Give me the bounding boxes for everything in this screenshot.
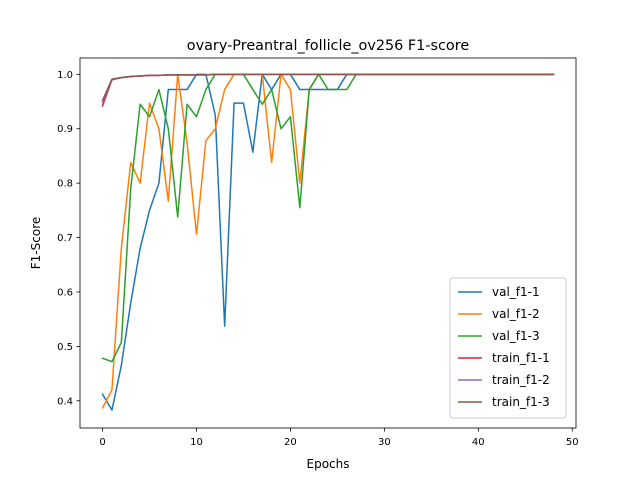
x-axis: 0 10 20 30 40 50 [99, 428, 579, 448]
y-tick-label: 0.6 [57, 287, 73, 298]
legend: val_f1-1 val_f1-2 val_f1-3 train_f1-1 train_… [449, 277, 567, 419]
legend-label-train_f1-1: train_f1-1 [492, 351, 550, 365]
y-axis-label: F1-Score [29, 217, 43, 269]
series-layer [101, 73, 555, 411]
y-tick-label: 0.7 [57, 233, 73, 244]
x-tick-label: 20 [284, 437, 297, 448]
y-tick-label: 1.0 [57, 70, 73, 81]
y-tick-label: 0.4 [57, 396, 73, 407]
y-tick-label: 0.9 [57, 124, 73, 135]
x-tick-label: 50 [566, 437, 579, 448]
legend-label-val_f1-2: val_f1-2 [492, 307, 540, 321]
x-tick-label: 40 [472, 437, 485, 448]
plot-frame [79, 57, 577, 429]
legend-box [449, 277, 567, 419]
legend-label-train_f1-2: train_f1-2 [492, 373, 550, 387]
series-line-train_f1-3 [101, 73, 555, 102]
x-axis-label: Epochs [307, 457, 350, 471]
y-tick-label: 0.5 [57, 342, 73, 353]
plot-area [101, 73, 555, 411]
legend-label-val_f1-1: val_f1-1 [492, 285, 540, 299]
x-tick-label: 10 [190, 437, 203, 448]
x-tick-label: 0 [99, 437, 105, 448]
legend-label-val_f1-3: val_f1-3 [492, 329, 540, 343]
legend-label-train_f1-3: train_f1-3 [492, 395, 550, 409]
y-tick-label: 0.8 [57, 179, 73, 190]
x-tick-label: 30 [378, 437, 391, 448]
chart-title: ovary-Preantral_follicle_ov256 F1-score [187, 38, 470, 54]
y-axis: 0.4 0.5 0.6 0.7 0.8 0.9 1.0 [57, 70, 80, 407]
